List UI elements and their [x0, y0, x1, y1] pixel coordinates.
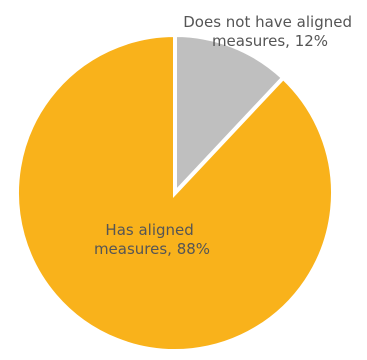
pie-slice-has-aligned — [15, 32, 335, 353]
pie-labels: Does not have aligned measures, 12% Has … — [94, 13, 357, 258]
slice-label-does-not-have-aligned: Does not have aligned measures, 12% — [183, 13, 357, 50]
pie-slices — [15, 32, 335, 353]
slice-label-has-aligned: Has aligned measures, 88% — [94, 221, 210, 258]
pie-slice-does-not-have-aligned — [173, 32, 286, 199]
